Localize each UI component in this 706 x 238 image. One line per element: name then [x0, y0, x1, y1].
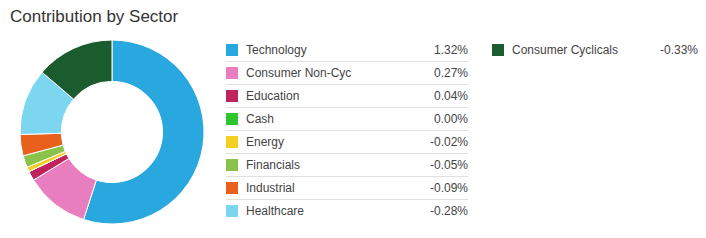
separator: [226, 153, 468, 154]
donut: [20, 40, 204, 224]
data-label: -0.28%: [430, 204, 468, 218]
data-label: -0.05%: [430, 158, 468, 172]
legend-swatch: [226, 159, 238, 171]
legend-label: Technology: [246, 43, 307, 57]
legend-swatch: [226, 67, 238, 79]
data-label: 1.32%: [434, 43, 468, 57]
legend-swatch: [226, 90, 238, 102]
slice: [42, 40, 112, 99]
legend-swatch: [492, 44, 504, 56]
legend-label: Industrial: [246, 181, 295, 195]
chart-svg: Contribution by Sector Technology 1.32% Con…: [0, 0, 706, 238]
separator: [226, 176, 468, 177]
legend-label: Energy: [246, 135, 284, 149]
legend-swatch: [226, 44, 238, 56]
separator: [226, 84, 468, 85]
legend-label: Cash: [246, 112, 274, 126]
legend-label: Financials: [246, 158, 300, 172]
separator: [226, 107, 468, 108]
legend-swatch: [226, 113, 238, 125]
separator: [226, 130, 468, 131]
data-label: -0.02%: [430, 135, 468, 149]
data-label: 0.27%: [434, 66, 468, 80]
chart-container: Contribution by Sector Technology 1.32% Con…: [0, 0, 706, 238]
legend-label: Consumer Cyclicals: [512, 43, 618, 57]
separator: [226, 61, 468, 62]
data-label: 0.00%: [434, 112, 468, 126]
legend-swatch: [226, 136, 238, 148]
data-label: -0.33%: [660, 43, 698, 57]
legend-label: Education: [246, 89, 299, 103]
legend: Technology 1.32% Consumer Non-Cyc 0.27% Educ…: [226, 43, 698, 218]
title: Contribution by Sector: [10, 7, 179, 26]
slice: [20, 133, 63, 155]
separator: [226, 199, 468, 200]
data-label: -0.09%: [430, 181, 468, 195]
legend-swatch: [226, 182, 238, 194]
legend-label: Healthcare: [246, 204, 304, 218]
legend-label: Consumer Non-Cyc: [246, 66, 351, 80]
data-label: 0.04%: [434, 89, 468, 103]
legend-swatch: [226, 205, 238, 217]
